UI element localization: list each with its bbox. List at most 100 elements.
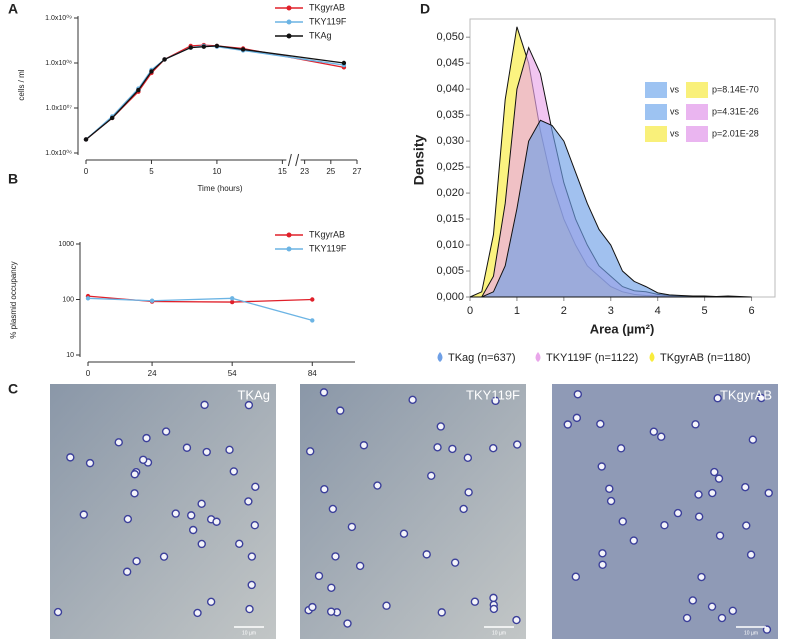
cell (715, 531, 725, 540)
cell (598, 560, 607, 569)
legend-icon (535, 352, 541, 362)
x-tick-label: 23 (300, 167, 309, 176)
cell (132, 556, 141, 566)
cell (188, 525, 198, 535)
cell (649, 427, 659, 436)
cell (53, 607, 63, 617)
cell (691, 420, 700, 429)
cell (114, 438, 123, 447)
cell (308, 602, 317, 612)
cell (327, 583, 336, 592)
axis-break (295, 153, 300, 167)
cell (250, 521, 260, 530)
x-tick-label: 6 (748, 305, 754, 317)
legend-label: TKgyrAB (n=1180) (660, 352, 751, 364)
comparison-p: p=2.01E-28 (712, 128, 759, 138)
cell (618, 517, 627, 526)
y-tick-label: 1.0x10⁰⁹ (45, 14, 72, 22)
y-axis-title: % plasmid occupancy (9, 261, 18, 338)
micrograph (552, 384, 778, 639)
cell (229, 467, 239, 476)
x-tick-label: 0 (86, 369, 91, 378)
cell (161, 427, 171, 436)
cell (244, 400, 254, 410)
cell (197, 539, 206, 549)
cell (382, 601, 391, 610)
series-line (85, 45, 344, 140)
cell (359, 441, 369, 450)
cell (320, 485, 329, 494)
comparison-swatch (686, 126, 708, 142)
scale-label: 10 µm (492, 630, 506, 636)
cell (235, 539, 244, 548)
cell (314, 571, 324, 581)
cell (130, 470, 139, 479)
data-point (310, 297, 315, 302)
cell (717, 613, 727, 623)
cell (130, 489, 139, 498)
data-point (229, 296, 235, 301)
axis-break (287, 153, 292, 167)
x-tick-label: 0 (467, 305, 473, 317)
y-tick-label: 1.0x10⁰⁷ (46, 104, 73, 112)
comparison-swatch (686, 104, 708, 120)
cell (244, 497, 253, 506)
cell (762, 625, 772, 634)
y-tick-label: 0,030 (436, 135, 464, 147)
cell (306, 447, 315, 456)
cell (728, 606, 738, 615)
cell (464, 488, 473, 497)
data-point (136, 87, 141, 93)
data-point (310, 318, 315, 323)
micrograph (300, 384, 526, 639)
data-point (341, 60, 347, 66)
cell (182, 443, 192, 452)
cell (697, 572, 706, 582)
cell (741, 482, 750, 492)
cell (470, 597, 480, 606)
y-axis-title: cells / ml (17, 69, 26, 100)
comparison-p: p=8.14E-70 (712, 84, 759, 94)
image-label: TKY119F (466, 387, 520, 402)
y-tick-label: 0,045 (436, 57, 464, 69)
cell (713, 394, 722, 403)
cell (714, 474, 724, 483)
y-axis-title: Density (411, 135, 427, 186)
cell (85, 458, 95, 468)
cell (373, 481, 382, 490)
x-axis-title: Area (µm²) (590, 321, 655, 336)
series-line (85, 45, 345, 140)
comparison-vs: vs (670, 106, 680, 116)
cell (596, 419, 605, 429)
data-point (214, 43, 220, 49)
x-tick-label: 5 (702, 305, 708, 317)
cell (688, 596, 698, 605)
cell (138, 455, 148, 464)
cell (225, 445, 234, 455)
micrograph (50, 384, 276, 639)
data-point (85, 296, 91, 301)
legend-marker (286, 232, 292, 238)
cell (629, 536, 639, 545)
cell (491, 396, 500, 406)
legend-label: TKY119F (309, 243, 347, 253)
cell (489, 444, 498, 453)
scale-label: 10 µm (744, 630, 758, 636)
cell (616, 444, 626, 453)
y-tick-label: 10 (66, 352, 74, 359)
cell (197, 499, 206, 509)
cell (450, 558, 460, 567)
cell (212, 517, 221, 526)
data-point (240, 47, 246, 52)
cell (247, 580, 256, 590)
cell (598, 549, 607, 558)
cell (436, 422, 445, 431)
cell (336, 406, 345, 415)
panel-label: C (8, 381, 18, 397)
cell (422, 550, 431, 559)
panel-label: B (8, 171, 18, 187)
cell (122, 567, 132, 576)
cell (66, 453, 75, 462)
panel-label: D (420, 1, 430, 17)
